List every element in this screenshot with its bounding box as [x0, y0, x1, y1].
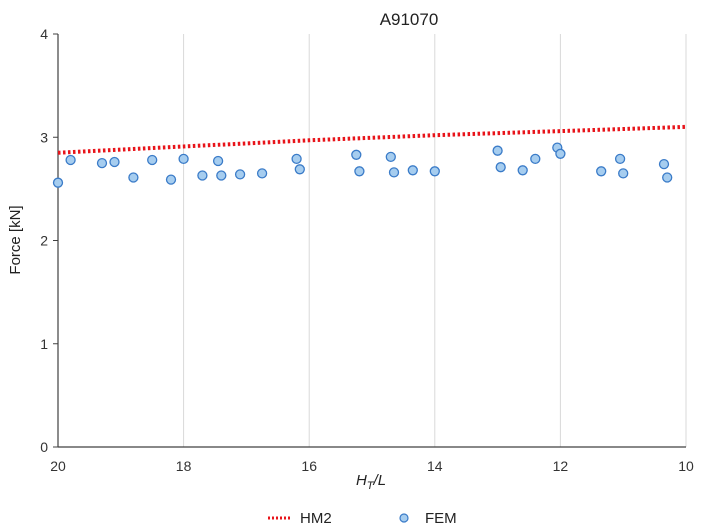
- fem-point: [128, 172, 139, 183]
- grid-lines: [183, 34, 687, 447]
- x-axis-label-sub: T: [367, 480, 375, 492]
- series-hm2-layer: [57, 124, 687, 155]
- fem-point: [234, 169, 246, 180]
- fem-point: [555, 148, 566, 159]
- x-axis-label-rest: /L: [373, 472, 387, 489]
- y-tick-label-3: 3: [40, 129, 48, 145]
- x-tick-label-14: 14: [427, 458, 443, 474]
- axes: [53, 33, 686, 448]
- fem-point: [618, 168, 629, 179]
- fem-point: [658, 158, 670, 170]
- fem-point: [407, 165, 418, 176]
- fem-point: [197, 170, 208, 181]
- fem-point: [530, 153, 541, 165]
- fem-point: [165, 174, 177, 185]
- fem-point: [517, 165, 528, 176]
- fem-point: [178, 153, 189, 165]
- y-tick-label-2: 2: [40, 233, 48, 249]
- x-axis-label-main: H: [356, 472, 367, 489]
- fem-point: [354, 166, 365, 177]
- fem-point: [492, 145, 503, 156]
- fem-point: [65, 154, 76, 166]
- fem-point: [109, 156, 120, 168]
- chart-title: A91070: [380, 10, 439, 29]
- legend: HM2 FEM: [268, 510, 457, 527]
- fem-point: [429, 166, 440, 177]
- fem-point: [662, 172, 673, 183]
- fem-point: [216, 170, 227, 181]
- series-fem-layer: [52, 142, 673, 188]
- y-axis-label: Force [kN]: [7, 205, 24, 274]
- x-tick-label-10: 10: [678, 458, 694, 474]
- fem-point: [294, 164, 305, 175]
- y-tick-label-4: 4: [40, 26, 48, 42]
- x-tick-label-16: 16: [301, 458, 317, 474]
- fem-point: [147, 154, 158, 166]
- legend-fem-label: FEM: [425, 510, 457, 527]
- x-axis-label: HT/L: [356, 472, 386, 492]
- fem-point: [388, 167, 400, 178]
- legend-hm2-label: HM2: [300, 510, 332, 527]
- y-tick-label-0: 0: [40, 439, 48, 455]
- fem-point: [256, 168, 268, 179]
- fem-point: [495, 162, 506, 173]
- fem-point: [385, 151, 396, 163]
- fem-point: [212, 155, 224, 167]
- series-hm2-line: [57, 124, 687, 155]
- legend-fem-marker: [399, 513, 409, 523]
- fem-point: [614, 153, 626, 165]
- fem-point: [96, 157, 108, 169]
- x-tick-label-18: 18: [176, 458, 192, 474]
- y-tick-label-1: 1: [40, 336, 48, 352]
- x-tick-label-12: 12: [553, 458, 569, 474]
- fem-point: [52, 177, 64, 188]
- fem-point: [351, 149, 362, 160]
- x-tick-label-20: 20: [50, 458, 66, 474]
- fem-point: [291, 153, 302, 165]
- fem-point: [596, 166, 607, 177]
